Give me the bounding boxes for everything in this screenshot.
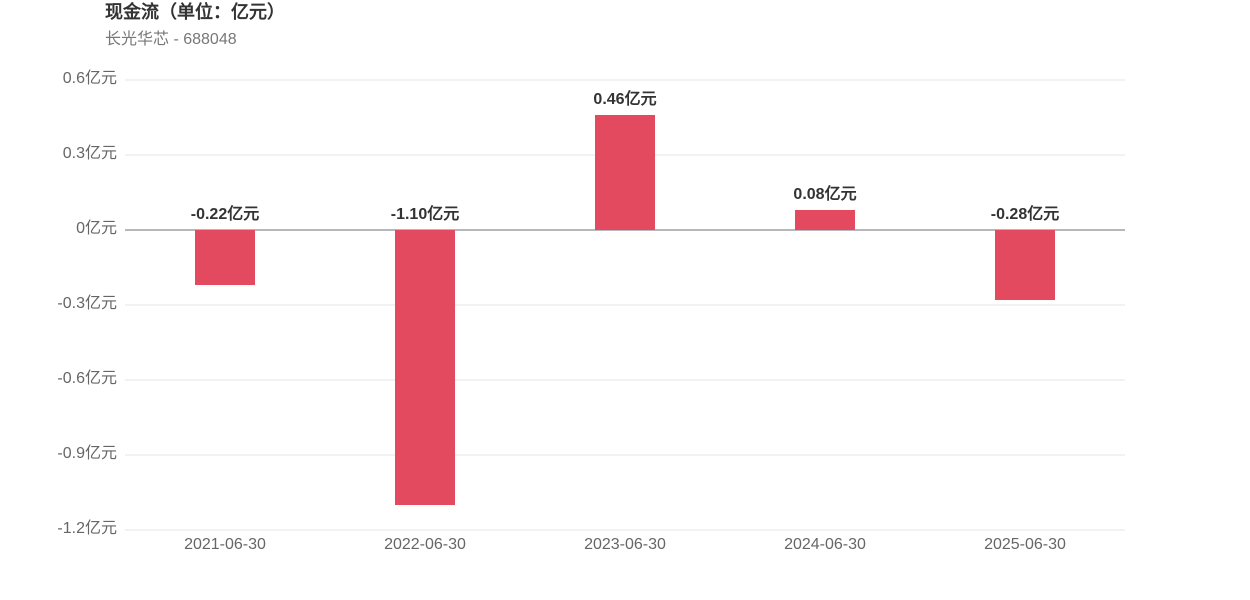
value-label: -0.28亿元 — [991, 204, 1059, 223]
bar — [995, 230, 1055, 300]
x-tick-label: 2021-06-30 — [184, 536, 266, 553]
value-label: 0.08亿元 — [793, 184, 856, 203]
y-tick-label: -0.3亿元 — [57, 294, 117, 312]
bar — [595, 115, 655, 230]
chart-subtitle: 长光华芯 - 688048 — [105, 30, 237, 48]
y-tick-label: 0亿元 — [76, 219, 117, 237]
x-tick-label: 2023-06-30 — [584, 536, 666, 553]
y-tick-label: -0.9亿元 — [57, 444, 117, 462]
chart-title: 现金流（单位：亿元） — [105, 1, 285, 22]
y-tick-label: -0.6亿元 — [57, 369, 117, 387]
value-label: -1.10亿元 — [391, 204, 459, 223]
y-tick-label: 0.6亿元 — [63, 69, 117, 87]
x-tick-label: 2025-06-30 — [984, 536, 1066, 553]
x-tick-label: 2022-06-30 — [384, 536, 466, 553]
y-tick-label: 0.3亿元 — [63, 144, 117, 162]
x-tick-label: 2024-06-30 — [784, 536, 866, 553]
bar — [795, 210, 855, 230]
bar — [195, 230, 255, 285]
value-label: 0.46亿元 — [593, 89, 656, 108]
bar — [395, 230, 455, 505]
value-label: -0.22亿元 — [191, 204, 259, 223]
y-tick-label: -1.2亿元 — [57, 519, 117, 537]
